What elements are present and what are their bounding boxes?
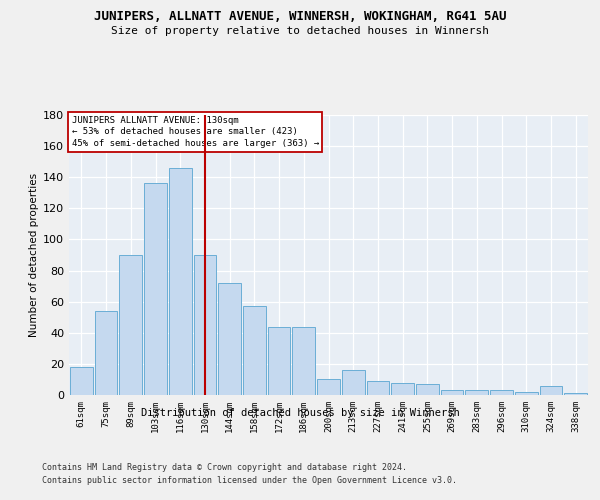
Bar <box>490 390 513 395</box>
Bar <box>441 390 463 395</box>
Bar <box>539 386 562 395</box>
Text: Distribution of detached houses by size in Winnersh: Distribution of detached houses by size … <box>140 408 460 418</box>
Bar <box>119 255 142 395</box>
Bar <box>268 326 290 395</box>
Text: Contains HM Land Registry data © Crown copyright and database right 2024.: Contains HM Land Registry data © Crown c… <box>42 462 407 471</box>
Bar <box>367 381 389 395</box>
Bar <box>169 168 191 395</box>
Bar <box>95 311 118 395</box>
Text: Contains public sector information licensed under the Open Government Licence v3: Contains public sector information licen… <box>42 476 457 485</box>
Bar <box>292 326 315 395</box>
Text: JUNIPERS ALLNATT AVENUE: 130sqm
← 53% of detached houses are smaller (423)
45% o: JUNIPERS ALLNATT AVENUE: 130sqm ← 53% of… <box>71 116 319 148</box>
Bar <box>466 390 488 395</box>
Bar <box>515 392 538 395</box>
Bar <box>218 283 241 395</box>
Bar <box>243 306 266 395</box>
Bar <box>70 367 93 395</box>
Bar <box>317 380 340 395</box>
Bar <box>342 370 365 395</box>
Bar <box>416 384 439 395</box>
Bar <box>144 184 167 395</box>
Y-axis label: Number of detached properties: Number of detached properties <box>29 173 39 337</box>
Bar <box>564 394 587 395</box>
Text: Size of property relative to detached houses in Winnersh: Size of property relative to detached ho… <box>111 26 489 36</box>
Bar <box>391 382 414 395</box>
Text: JUNIPERS, ALLNATT AVENUE, WINNERSH, WOKINGHAM, RG41 5AU: JUNIPERS, ALLNATT AVENUE, WINNERSH, WOKI… <box>94 10 506 23</box>
Bar <box>194 255 216 395</box>
